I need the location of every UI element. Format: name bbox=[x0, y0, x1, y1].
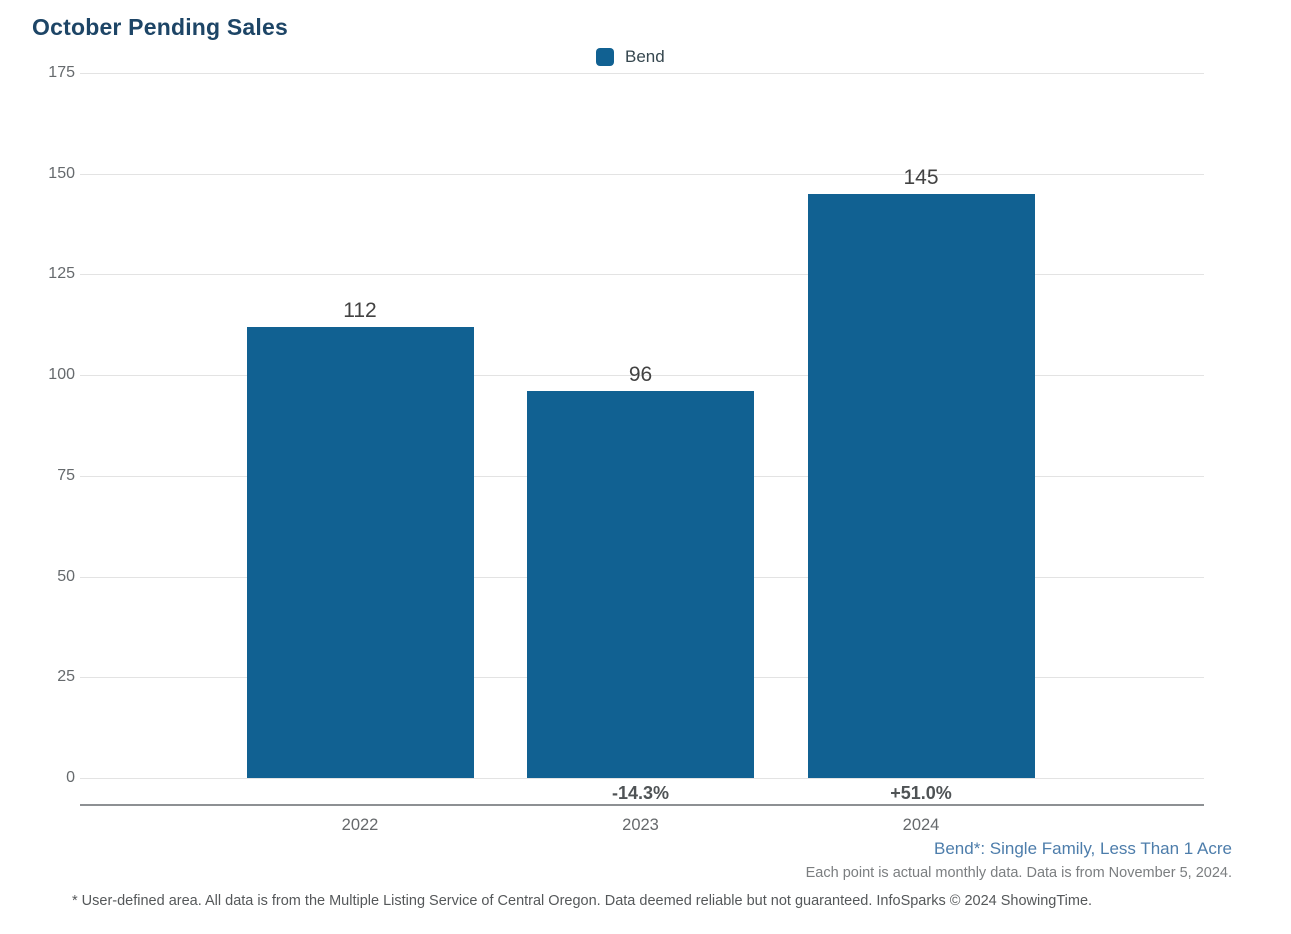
legend-label-bend: Bend bbox=[625, 47, 665, 66]
legend-swatch-bend bbox=[596, 48, 614, 66]
gridline-y-125 bbox=[80, 274, 1204, 276]
y-tick-label-75: 75 bbox=[57, 466, 75, 484]
gridline-y-0 bbox=[80, 778, 1204, 779]
x-tick-label-2023: 2023 bbox=[622, 816, 659, 834]
bar-value-label-2022: 112 bbox=[343, 298, 377, 322]
pct-change-label-2024: +51.0% bbox=[890, 783, 952, 803]
series-definition-note: Bend*: Single Family, Less Than 1 Acre bbox=[934, 839, 1232, 858]
x-tick-label-2024: 2024 bbox=[902, 816, 940, 834]
bar-2022[interactable] bbox=[246, 326, 474, 778]
legend[interactable]: Bend bbox=[596, 46, 665, 68]
bar-2023[interactable] bbox=[527, 391, 754, 778]
y-tick-label-25: 25 bbox=[57, 668, 75, 686]
gridline-y-150 bbox=[80, 173, 1204, 175]
gridline-y-175 bbox=[80, 73, 1204, 74]
y-tick-label-50: 50 bbox=[57, 567, 75, 585]
disclaimer-footer: * User-defined area. All data is from th… bbox=[72, 893, 1093, 909]
data-source-note: Each point is actual monthly data. Data … bbox=[805, 865, 1232, 881]
chart-title: October Pending Sales bbox=[32, 14, 288, 40]
pct-change-label-2023: -14.3% bbox=[611, 783, 670, 803]
bar-value-label-2024: 145 bbox=[903, 165, 939, 189]
y-tick-label-0: 0 bbox=[66, 769, 75, 786]
y-tick-label-100: 100 bbox=[48, 366, 75, 384]
bar-value-label-2023: 96 bbox=[628, 363, 653, 387]
y-tick-label-175: 175 bbox=[48, 64, 75, 81]
bar-2024[interactable] bbox=[807, 193, 1035, 778]
y-tick-label-150: 150 bbox=[48, 164, 75, 182]
y-tick-label-125: 125 bbox=[48, 265, 75, 283]
x-axis-line bbox=[80, 804, 1204, 806]
gridline-y-100 bbox=[80, 375, 1204, 377]
x-tick-label-2022: 2022 bbox=[341, 816, 379, 834]
